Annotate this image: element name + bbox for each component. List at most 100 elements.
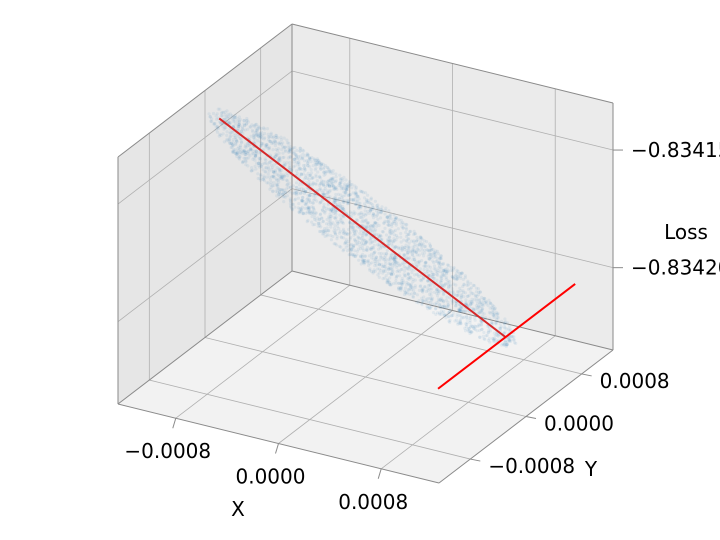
scatter-point xyxy=(259,132,263,136)
scatter-point xyxy=(231,143,235,147)
scatter-point xyxy=(372,251,376,255)
scatter-point xyxy=(416,247,420,251)
scatter-point xyxy=(462,295,466,299)
scatter-point xyxy=(282,190,286,194)
scatter-point xyxy=(345,184,350,188)
scatter-point xyxy=(442,292,446,296)
scatter-point xyxy=(411,277,415,282)
scatter-point xyxy=(366,258,370,263)
scatter-point xyxy=(407,241,411,245)
scatter-point xyxy=(241,150,245,154)
scatter-point xyxy=(320,162,324,166)
scatter-point xyxy=(365,248,369,252)
scatter-point xyxy=(350,253,354,257)
scatter-point xyxy=(308,199,312,203)
scatter-point xyxy=(394,276,398,280)
scatter-point xyxy=(334,198,339,202)
scatter-point xyxy=(478,298,482,302)
scatter-point xyxy=(470,306,474,311)
scatter-point xyxy=(342,200,346,204)
scatter-point xyxy=(258,159,262,163)
scatter-point xyxy=(221,124,225,129)
scatter-point xyxy=(491,337,495,341)
scatter-point xyxy=(318,213,322,217)
scatter-point xyxy=(361,235,365,239)
scatter-point xyxy=(442,270,446,274)
scatter-point xyxy=(276,183,280,187)
scatter-point xyxy=(323,187,327,191)
scatter-point xyxy=(278,141,282,145)
scatter-point xyxy=(393,219,397,223)
scatter-point xyxy=(348,210,352,214)
scatter-point xyxy=(362,196,367,200)
scatter-point xyxy=(275,172,279,176)
scatter-point xyxy=(361,218,365,222)
scatter-point xyxy=(321,232,325,236)
scatter-point xyxy=(439,312,443,316)
scatter-point xyxy=(293,191,297,195)
scatter-point xyxy=(385,215,389,219)
scatter-point xyxy=(371,224,375,228)
scatter-point xyxy=(310,214,314,219)
scatter-point xyxy=(223,117,227,122)
scatter-point xyxy=(331,197,335,201)
scatter-point xyxy=(277,151,281,155)
scatter-point xyxy=(341,194,345,198)
scatter-point xyxy=(215,112,219,116)
scatter-point xyxy=(317,217,321,221)
scatter-point xyxy=(304,189,308,193)
scatter-point xyxy=(363,238,367,243)
scatter-point xyxy=(288,148,292,152)
scatter-point xyxy=(333,242,337,246)
scatter-point xyxy=(393,217,397,221)
scatter-point xyxy=(258,131,262,135)
scatter-point xyxy=(318,174,322,178)
scatter-point xyxy=(308,157,312,161)
scatter-point xyxy=(316,221,320,226)
scatter-point xyxy=(480,328,484,332)
scatter-point xyxy=(372,243,376,247)
scatter-point xyxy=(363,254,367,259)
scatter-point xyxy=(476,305,480,309)
scatter-point xyxy=(420,277,424,281)
scatter-point xyxy=(385,281,389,285)
scatter-point xyxy=(303,175,308,179)
scatter-point xyxy=(234,138,238,142)
scatter-point xyxy=(363,258,367,262)
scatter-point xyxy=(236,126,241,130)
scatter-point xyxy=(402,238,406,242)
scatter-point xyxy=(392,233,396,237)
scatter-point xyxy=(358,236,362,240)
scatter-point xyxy=(437,299,441,303)
scatter-point xyxy=(255,127,260,131)
scatter-point xyxy=(232,133,236,137)
scatter-point xyxy=(289,186,293,190)
scatter-point xyxy=(241,159,246,164)
scatter-point xyxy=(301,196,305,200)
scatter-point xyxy=(317,161,321,165)
scatter-point xyxy=(415,265,419,269)
scatter-point xyxy=(368,238,372,242)
scatter-point xyxy=(393,216,397,220)
scatter-point xyxy=(373,257,378,261)
scatter-point xyxy=(299,206,303,211)
scatter-point xyxy=(358,255,363,259)
x-tick xyxy=(377,468,382,479)
scatter-point xyxy=(331,176,335,180)
scatter-point xyxy=(371,212,375,216)
scatter-point xyxy=(268,160,272,164)
scatter-point xyxy=(436,270,440,274)
scatter-point xyxy=(247,143,251,147)
scatter-point xyxy=(334,215,338,219)
scatter-point xyxy=(296,162,300,166)
scatter-point xyxy=(285,138,289,142)
scatter-point xyxy=(401,246,405,250)
scatter-point xyxy=(455,312,459,316)
scatter-point xyxy=(335,224,339,228)
scatter-point xyxy=(505,342,509,346)
scatter-point xyxy=(399,287,403,291)
scatter-point xyxy=(324,170,328,174)
scatter-point xyxy=(242,150,246,154)
scatter-point xyxy=(330,209,334,214)
scatter-point xyxy=(290,191,294,195)
